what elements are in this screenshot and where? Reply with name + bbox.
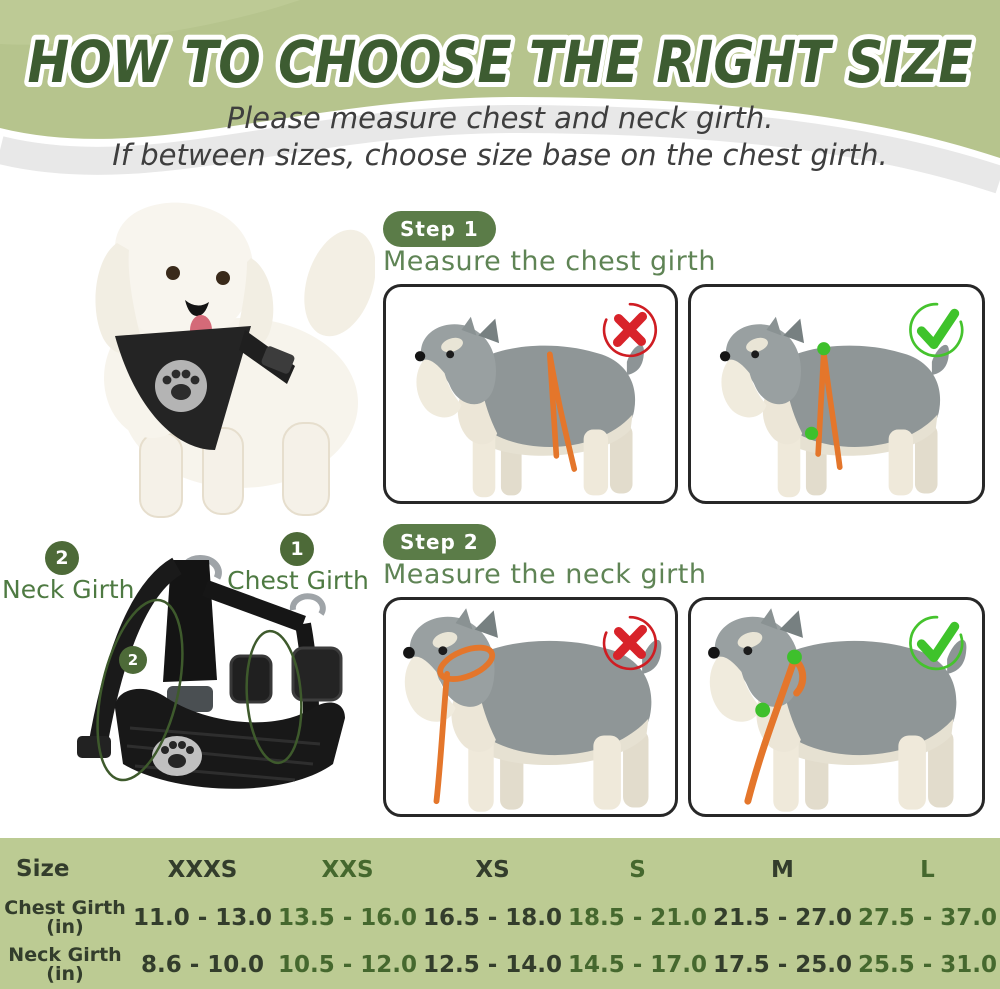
step1-wrong-photo [383,284,678,504]
size-cell: 8.6 - 10.0 [140,951,265,978]
step2-right-photo [688,597,985,817]
chest-girth-label: Chest Girth [227,566,369,595]
size-cell: 12.5 - 14.0 [422,951,563,978]
size-cell: 16.5 - 18.0 [422,904,563,931]
subtitle: Please measure chest and neck girth. If … [0,100,1000,174]
page-title: HOW TO CHOOSE THE RIGHT SIZE [28,28,973,96]
neck-girth-row: Neck Girth (in) 8.6 - 10.0 10.5 - 12.0 1… [0,941,1000,988]
step-1-heading: Measure the chest girth [383,246,716,277]
step-2-heading: Measure the neck girth [383,559,707,590]
measuring-tape [433,644,496,805]
step1-right-photo [688,284,985,504]
neck-girth-label: Neck Girth [2,575,135,604]
step2-wrong-photo [383,597,678,817]
size-cell: 21.5 - 27.0 [712,904,853,931]
size-header-cell: M [771,856,794,883]
chest-girth-ellipse [245,629,303,765]
size-cell: 27.5 - 37.0 [857,904,998,931]
step-2-badge: Step 2 [383,524,496,560]
row-label-chest-girth: Chest Girth (in) [4,896,126,938]
x-mark-icon [599,612,661,674]
dog-illustration [414,316,644,498]
size-header-cell: S [629,856,646,883]
dog-illustration [719,316,949,498]
size-header-cell: XXXS [167,856,238,883]
measure-point-dot [804,426,819,440]
chest-girth-number-badge: 1 [280,532,314,566]
x-mark-icon [599,299,661,361]
dog-illustration [403,608,662,812]
neck-girth-inner-number-badge: 2 [119,646,147,674]
measuring-tape [546,351,578,472]
product-dog-photo [95,202,375,518]
title-banner: HOW TO CHOOSE THE RIGHT SIZE [23,23,978,101]
paw-print-icon [161,741,194,768]
size-header-cell: XS [475,856,510,883]
size-cell: 25.5 - 31.0 [857,951,998,978]
size-cell: 17.5 - 25.0 [712,951,853,978]
size-cell: 18.5 - 21.0 [567,904,708,931]
neck-girth-ellipse [96,598,184,782]
size-table: Size XXXS XXS XS S M L Chest Girth (in) … [0,838,1000,989]
row-label-neck-girth: Neck Girth (in) [8,943,122,985]
size-header-cell: L [920,856,935,883]
measuring-tape [815,349,843,470]
size-table-corner-label: Size [16,856,70,882]
measure-point-dot [755,702,771,718]
size-cell: 11.0 - 13.0 [132,904,273,931]
size-table-header-row: Size XXXS XXS XS S M L [0,838,1000,894]
chest-girth-row: Chest Girth (in) 11.0 - 13.0 13.5 - 16.0… [0,894,1000,941]
dog-illustration [708,608,967,812]
neck-girth-number-badge: 2 [45,541,79,575]
size-cell: 10.5 - 12.0 [277,951,418,978]
header-wave-background [0,0,1000,194]
check-mark-icon [906,612,968,674]
subtitle-line-2: If between sizes, choose size base on th… [112,138,888,172]
measure-point-dot [787,649,802,665]
harness-product-image [77,555,345,789]
measure-point-dot [817,342,831,356]
check-mark-icon [906,299,968,361]
paw-print-icon [162,369,200,400]
size-header-cell: XXS [321,856,374,883]
step-1-badge: Step 1 [383,211,496,247]
size-cell: 14.5 - 17.0 [567,951,708,978]
size-cell: 13.5 - 16.0 [277,904,418,931]
subtitle-line-1: Please measure chest and neck girth. [226,101,774,135]
